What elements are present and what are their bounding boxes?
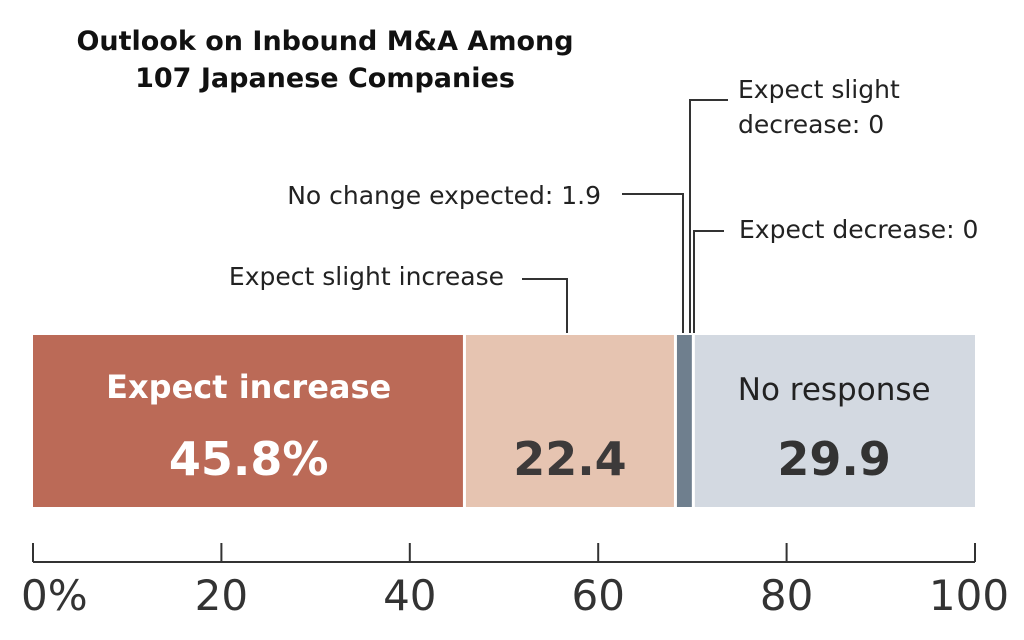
segment-name-no-response: No response bbox=[738, 372, 931, 408]
chart-title: Outlook on Inbound M&A Among 107 Japanes… bbox=[76, 26, 573, 94]
segment-labels: Expect increase 45.8% 22.4 No response 29.9 bbox=[106, 368, 930, 486]
chart-title-line-1: Outlook on Inbound M&A Among bbox=[76, 26, 573, 57]
x-tick-label-40: 40 bbox=[383, 571, 436, 620]
segment-value-expect-slight-increase: 22.4 bbox=[513, 432, 627, 486]
bar-segment-no-response bbox=[693, 335, 975, 507]
bar-segment-no-change-expected bbox=[675, 335, 694, 507]
callout-expect-decrease: Expect decrease: 0 bbox=[739, 215, 978, 244]
chart-title-line-2: 107 Japanese Companies bbox=[135, 63, 515, 94]
bar-segment-expect-increase bbox=[33, 335, 465, 507]
x-tick-label-80: 80 bbox=[760, 571, 813, 620]
callout-expect-slight-decrease: Expect slight decrease: 0 bbox=[738, 75, 900, 139]
bar-segments bbox=[33, 335, 975, 507]
leader-line-expect-decrease bbox=[693, 230, 724, 333]
x-axis: 0% 20 40 60 80 100 bbox=[21, 543, 1009, 620]
callouts: Expect slight increase No change expected… bbox=[229, 75, 978, 333]
x-tick-label-20: 20 bbox=[195, 571, 248, 620]
leader-line-no-change-expected bbox=[622, 193, 684, 333]
callout-expect-slight-increase: Expect slight increase bbox=[229, 262, 504, 291]
segment-name-expect-increase: Expect increase bbox=[106, 368, 391, 406]
callout-no-change-expected: No change expected: 1.9 bbox=[287, 181, 601, 210]
segment-value-expect-increase: 45.8% bbox=[169, 432, 329, 486]
x-tick-label-100: 100 bbox=[929, 571, 1009, 620]
x-tick-label-0: 0% bbox=[21, 571, 88, 620]
segment-value-no-response: 29.9 bbox=[777, 432, 891, 486]
leader-line-expect-slight-increase bbox=[522, 278, 568, 333]
x-tick-label-60: 60 bbox=[571, 571, 624, 620]
leader-line-expect-slight-decrease bbox=[689, 99, 728, 333]
bar-segment-expect-slight-increase bbox=[464, 335, 676, 507]
